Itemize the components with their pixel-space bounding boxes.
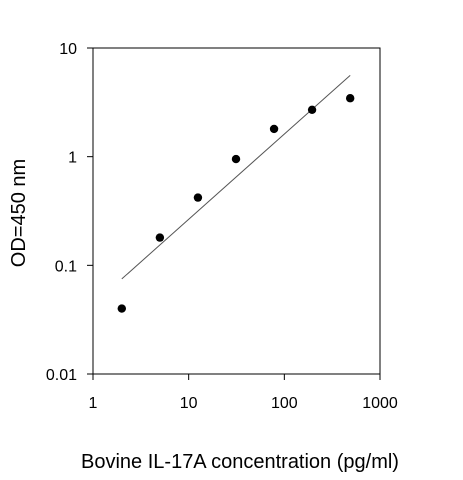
data-point [345,94,355,103]
y-tick-label: 1 [68,150,77,167]
y-axis-title: OD=450 nm [8,159,30,267]
x-tick-label: 10 [180,395,198,412]
y-tick-label: 10 [59,41,77,58]
data-point [193,193,203,202]
data-point [155,233,165,242]
data-point [231,154,241,164]
x-tick-label: 1000 [362,395,398,412]
y-tick-label: 0.1 [55,258,77,275]
data-point [269,124,279,134]
fit-line [121,74,351,280]
data-point [307,105,317,114]
x-tick-label: 100 [271,395,298,412]
x-tick-label: 1 [89,395,98,412]
data-point [117,304,126,313]
x-axis-title: Bovine IL-17A concentration (pg/ml) [81,451,399,473]
y-tick-label: 0.01 [46,367,77,384]
plot-frame [92,47,381,375]
